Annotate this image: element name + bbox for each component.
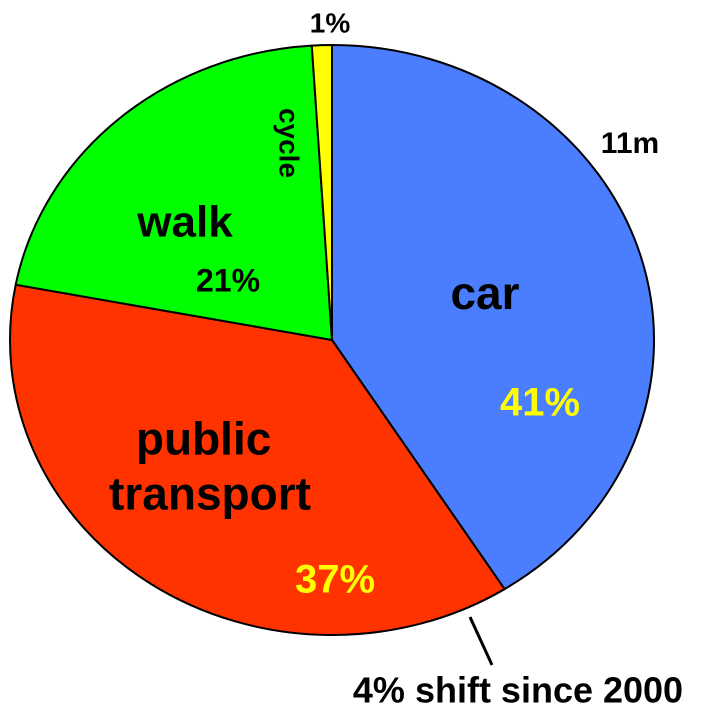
category-label: car [450, 267, 519, 319]
value-label: 41% [500, 381, 580, 425]
value-label: 37% [295, 558, 375, 602]
category-label: public transport [109, 413, 311, 520]
category-label: walk [136, 198, 233, 247]
annotation: 11m [601, 127, 659, 160]
pie-slice [9, 283, 506, 636]
pie-slice [331, 43, 655, 591]
category-label: cycle [274, 108, 305, 178]
pie-slice [14, 44, 334, 342]
leader-line [468, 616, 494, 666]
value-label: 1% [310, 7, 351, 38]
value-label: 21% [196, 262, 260, 298]
pie-slice [310, 43, 333, 341]
shift-label: 4% shift since 2000 [353, 670, 683, 711]
